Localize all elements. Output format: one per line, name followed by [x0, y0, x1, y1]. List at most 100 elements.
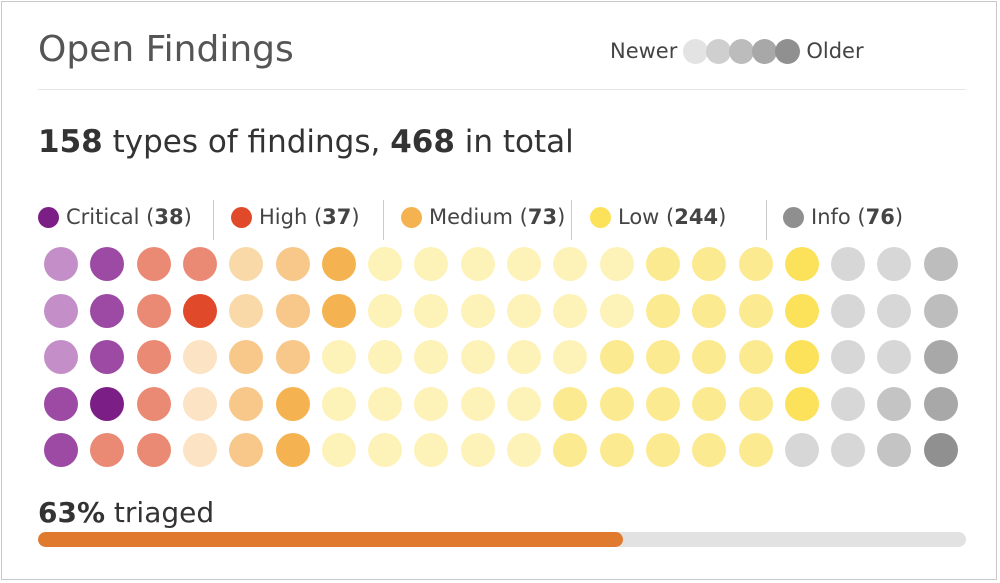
- finding-dot[interactable]: [923, 247, 958, 281]
- finding-dot[interactable]: [877, 340, 912, 374]
- finding-dot[interactable]: [692, 340, 727, 374]
- finding-dot[interactable]: [182, 247, 217, 281]
- finding-dot[interactable]: [414, 247, 449, 281]
- finding-dot[interactable]: [275, 293, 310, 328]
- finding-dot[interactable]: [229, 386, 264, 421]
- finding-dot[interactable]: [136, 247, 171, 281]
- finding-dot[interactable]: [507, 293, 541, 328]
- finding-dot[interactable]: [368, 247, 403, 281]
- finding-dot[interactable]: [784, 433, 819, 467]
- finding-dot[interactable]: [784, 340, 819, 374]
- finding-dot[interactable]: [136, 340, 171, 374]
- finding-dot[interactable]: [460, 247, 495, 281]
- finding-dot[interactable]: [645, 247, 680, 281]
- finding-dot[interactable]: [90, 247, 125, 281]
- finding-dot[interactable]: [784, 293, 819, 328]
- finding-dot[interactable]: [321, 293, 356, 328]
- finding-dot[interactable]: [414, 340, 449, 374]
- finding-dot[interactable]: [90, 340, 125, 374]
- finding-dot[interactable]: [553, 433, 588, 467]
- finding-dot[interactable]: [90, 386, 125, 421]
- finding-dot[interactable]: [692, 433, 727, 467]
- finding-dot[interactable]: [831, 293, 866, 328]
- finding-dot[interactable]: [692, 293, 727, 328]
- finding-dot[interactable]: [553, 386, 588, 421]
- finding-dot[interactable]: [831, 386, 866, 421]
- finding-dot[interactable]: [599, 340, 634, 374]
- finding-dot[interactable]: [784, 386, 819, 421]
- severity-legend-item-info[interactable]: Info (76): [783, 200, 903, 234]
- finding-dot[interactable]: [877, 433, 912, 467]
- finding-dot[interactable]: [90, 293, 125, 328]
- finding-dot[interactable]: [784, 247, 819, 281]
- finding-dot[interactable]: [321, 433, 356, 467]
- finding-dot[interactable]: [182, 386, 217, 421]
- finding-dot[interactable]: [321, 247, 356, 281]
- finding-dot[interactable]: [44, 386, 78, 421]
- finding-dot[interactable]: [553, 293, 588, 328]
- finding-dot[interactable]: [229, 433, 264, 467]
- finding-dot[interactable]: [321, 386, 356, 421]
- finding-dot[interactable]: [44, 433, 78, 467]
- finding-dot[interactable]: [229, 293, 264, 328]
- finding-dot[interactable]: [645, 433, 680, 467]
- finding-dot[interactable]: [507, 386, 541, 421]
- finding-dot[interactable]: [831, 247, 866, 281]
- finding-dot[interactable]: [738, 386, 773, 421]
- finding-dot[interactable]: [275, 433, 310, 467]
- finding-dot[interactable]: [275, 386, 310, 421]
- finding-dot[interactable]: [507, 433, 541, 467]
- finding-dot[interactable]: [599, 247, 634, 281]
- finding-dot[interactable]: [182, 293, 217, 328]
- finding-dot[interactable]: [599, 293, 634, 328]
- finding-dot[interactable]: [877, 386, 912, 421]
- finding-dot[interactable]: [182, 340, 217, 374]
- finding-dot[interactable]: [599, 386, 634, 421]
- severity-legend-item-low[interactable]: Low (244): [590, 200, 726, 234]
- finding-dot[interactable]: [692, 247, 727, 281]
- finding-dot[interactable]: [877, 293, 912, 328]
- finding-dot[interactable]: [460, 293, 495, 328]
- severity-legend-item-high[interactable]: High (37): [231, 200, 360, 234]
- severity-legend-item-critical[interactable]: Critical (38): [38, 200, 192, 234]
- finding-dot[interactable]: [923, 433, 958, 467]
- finding-dot[interactable]: [136, 386, 171, 421]
- finding-dot[interactable]: [738, 293, 773, 328]
- finding-dot[interactable]: [645, 340, 680, 374]
- finding-dot[interactable]: [599, 433, 634, 467]
- finding-dot[interactable]: [414, 386, 449, 421]
- finding-dot[interactable]: [553, 247, 588, 281]
- finding-dot[interactable]: [368, 433, 403, 467]
- finding-dot[interactable]: [738, 340, 773, 374]
- finding-dot[interactable]: [229, 247, 264, 281]
- finding-dot[interactable]: [460, 386, 495, 421]
- finding-dot[interactable]: [90, 433, 125, 467]
- finding-dot[interactable]: [923, 293, 958, 328]
- finding-dot[interactable]: [692, 386, 727, 421]
- finding-dot[interactable]: [507, 247, 541, 281]
- finding-dot[interactable]: [182, 433, 217, 467]
- finding-dot[interactable]: [321, 340, 356, 374]
- finding-dot[interactable]: [831, 433, 866, 467]
- finding-dot[interactable]: [877, 247, 912, 281]
- finding-dot[interactable]: [44, 247, 78, 281]
- finding-dot[interactable]: [738, 433, 773, 467]
- finding-dot[interactable]: [507, 340, 541, 374]
- finding-dot[interactable]: [136, 433, 171, 467]
- finding-dot[interactable]: [136, 293, 171, 328]
- finding-dot[interactable]: [414, 433, 449, 467]
- finding-dot[interactable]: [553, 340, 588, 374]
- finding-dot[interactable]: [645, 386, 680, 421]
- finding-dot[interactable]: [831, 340, 866, 374]
- finding-dot[interactable]: [368, 340, 403, 374]
- finding-dot[interactable]: [275, 247, 310, 281]
- finding-dot[interactable]: [44, 340, 78, 374]
- finding-dot[interactable]: [229, 340, 264, 374]
- finding-dot[interactable]: [923, 340, 958, 374]
- finding-dot[interactable]: [460, 340, 495, 374]
- finding-dot[interactable]: [923, 386, 958, 421]
- severity-legend-item-medium[interactable]: Medium (73): [401, 200, 565, 234]
- finding-dot[interactable]: [414, 293, 449, 328]
- finding-dot[interactable]: [368, 293, 403, 328]
- finding-dot[interactable]: [645, 293, 680, 328]
